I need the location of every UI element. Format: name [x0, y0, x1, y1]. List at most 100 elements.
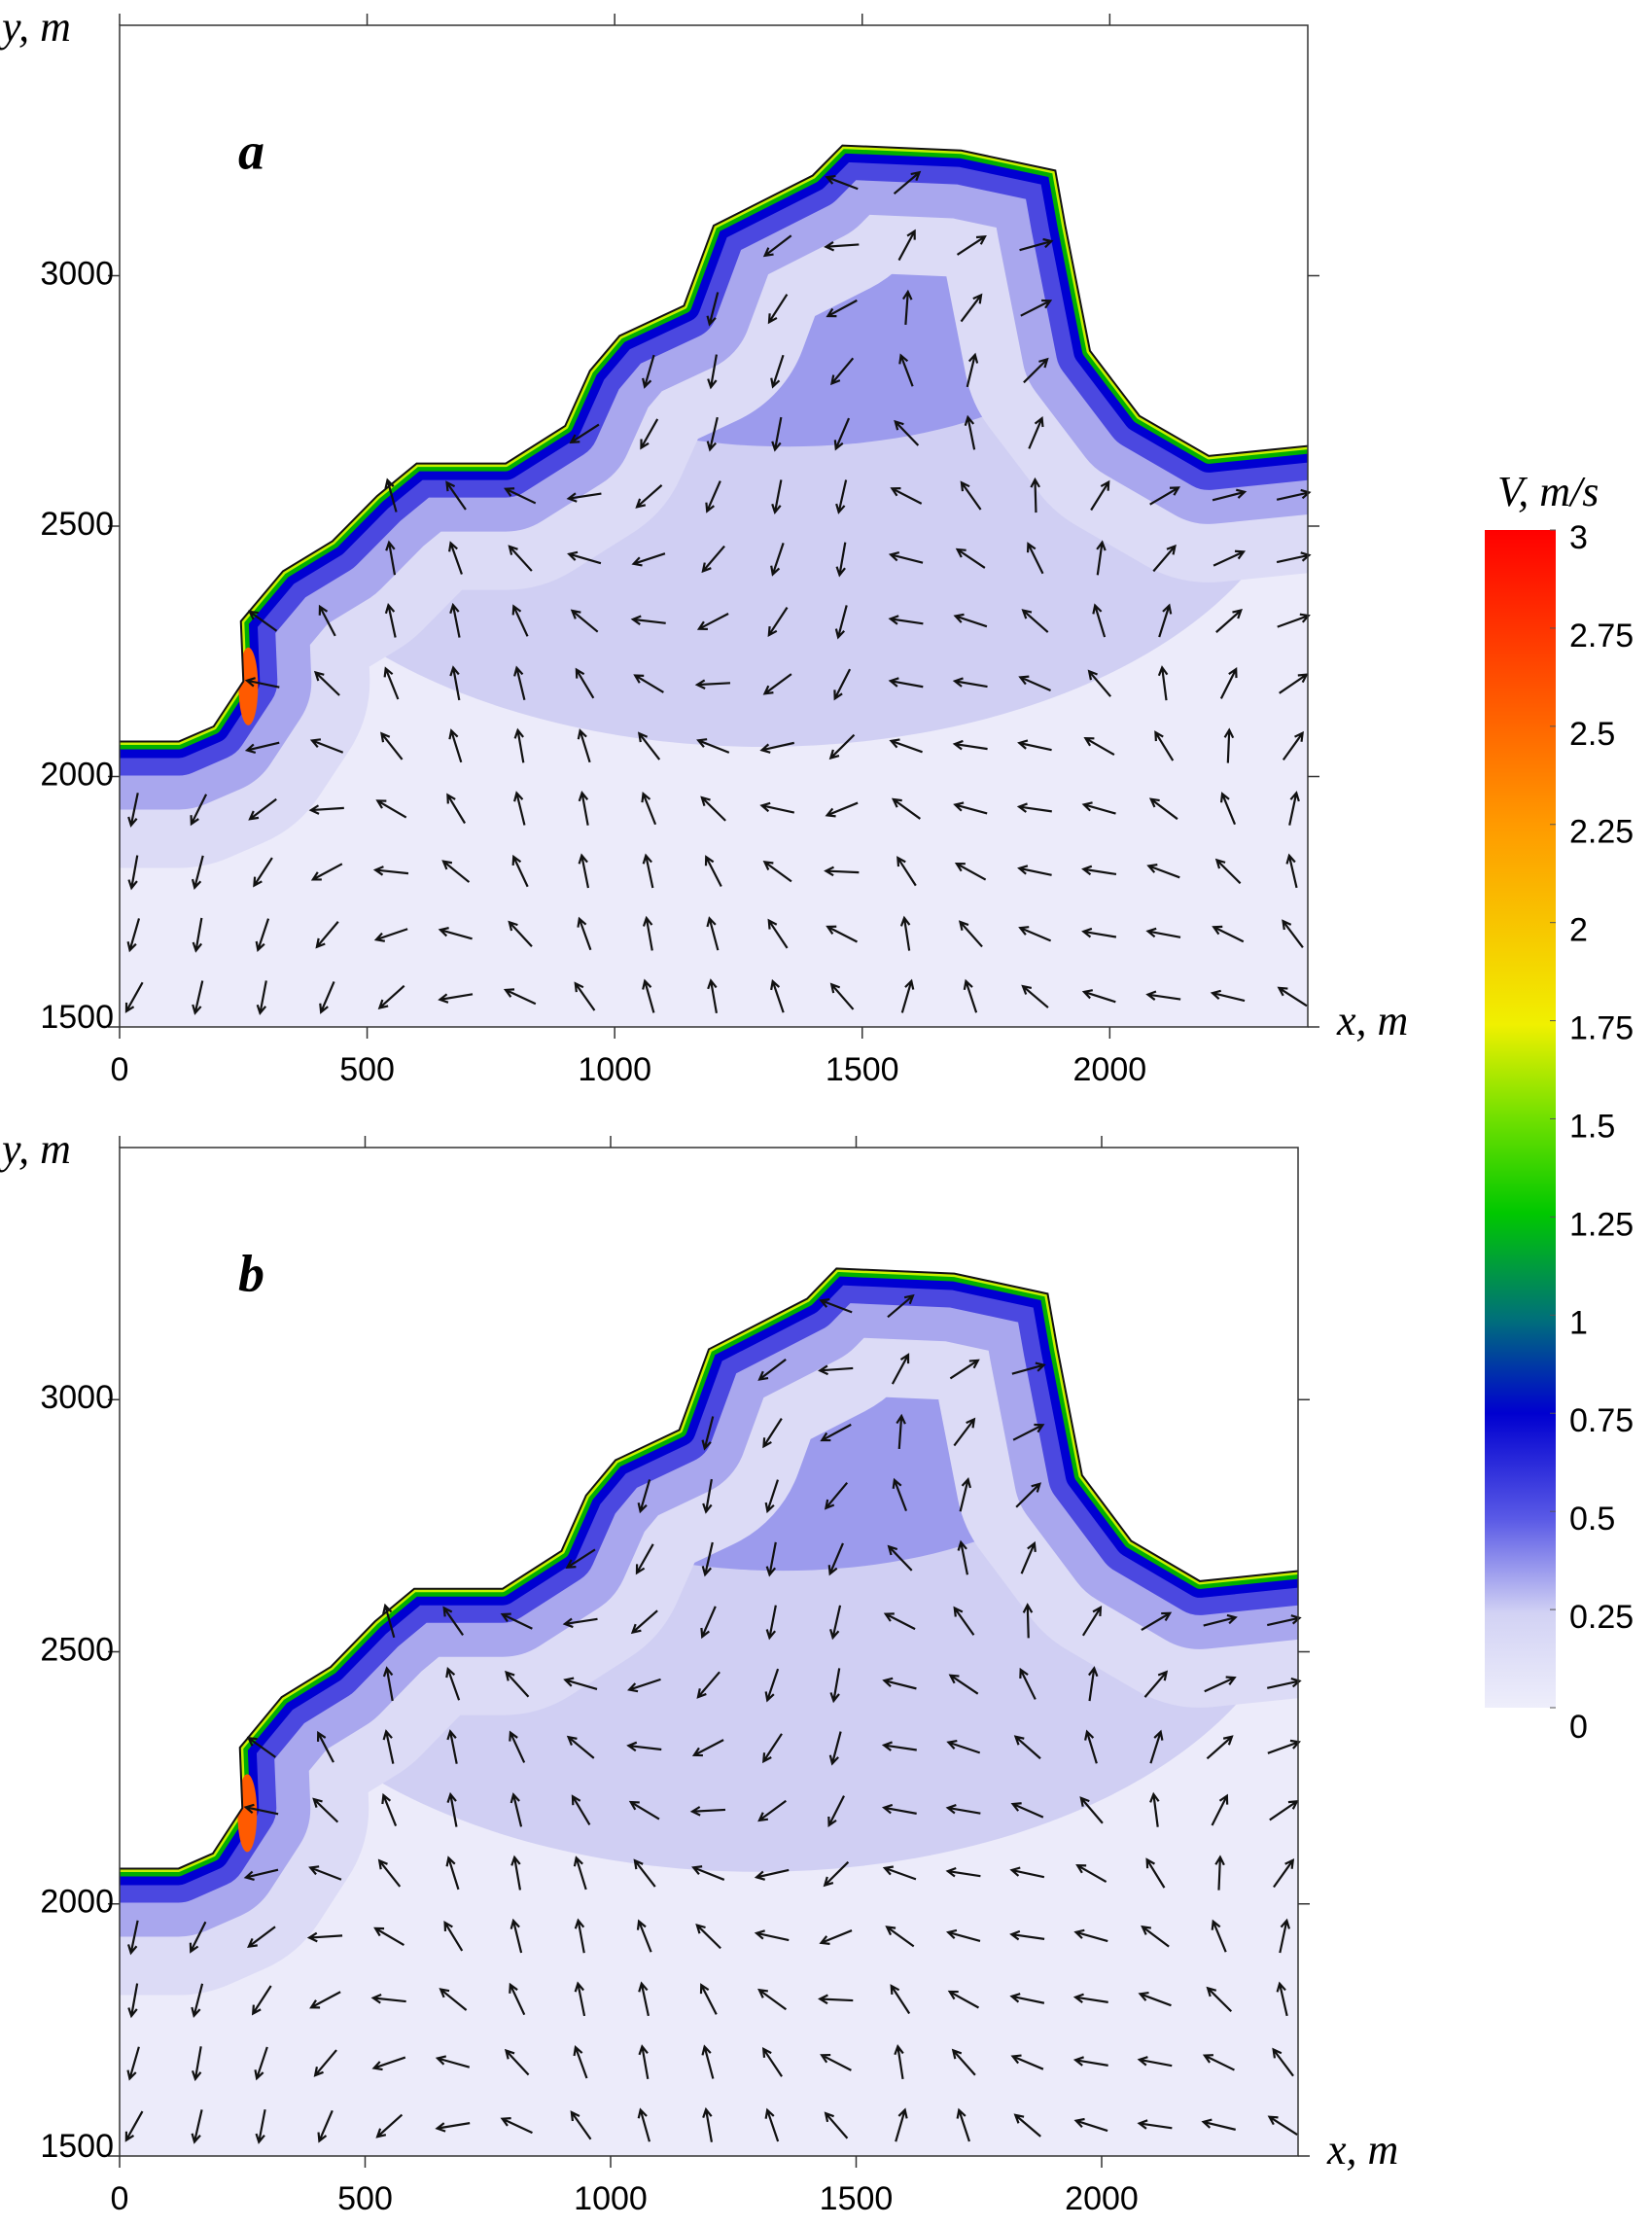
- arrow: [945, 1803, 981, 1815]
- arrow: [370, 1994, 406, 2004]
- arrow: [952, 677, 988, 689]
- x-tick-label: 500: [337, 2180, 393, 2217]
- arrow: [313, 2049, 337, 2077]
- arrow: [1143, 1670, 1169, 1698]
- arrow: [569, 423, 600, 444]
- arrow: [566, 1735, 595, 1759]
- arrow: [637, 2107, 651, 2142]
- arrow: [445, 1667, 461, 1701]
- arrow: [945, 1928, 981, 1942]
- colorbar-tick-label: 0.75: [1569, 1402, 1634, 1439]
- arrow: [1073, 1928, 1108, 1943]
- arrow: [762, 1418, 783, 1449]
- arrow: [828, 733, 856, 760]
- arrow: [827, 1795, 845, 1828]
- arrow: [1021, 609, 1049, 633]
- arrow: [896, 1413, 906, 1449]
- arrow: [956, 2107, 970, 2142]
- arrow: [1149, 1791, 1160, 1827]
- arrow: [1079, 1796, 1104, 1824]
- arrow: [1219, 667, 1238, 699]
- y-tick-label: 2000: [40, 1884, 114, 1921]
- arrow: [1141, 1611, 1173, 1631]
- arrow: [1023, 357, 1049, 384]
- arrow: [771, 416, 783, 452]
- arrow: [377, 984, 405, 1009]
- arrow: [1282, 730, 1304, 761]
- arrow: [565, 1548, 596, 1570]
- field: [120, 1268, 1298, 2156]
- arrow: [1028, 415, 1044, 449]
- arrow: [826, 299, 858, 318]
- x-axis-label: x, m: [1326, 2126, 1398, 2174]
- arrow: [371, 2056, 406, 2071]
- colorbar-tick-label: 2.75: [1569, 618, 1634, 654]
- arrow: [445, 480, 467, 511]
- arrow: [448, 541, 463, 575]
- arrow: [890, 487, 923, 505]
- arrow: [1009, 1929, 1045, 1941]
- arrow: [372, 866, 409, 876]
- arrow: [762, 860, 792, 883]
- arrow: [1022, 1603, 1034, 1639]
- arrow: [127, 1920, 139, 1956]
- arrow: [826, 925, 859, 943]
- x-tick-label: 1000: [578, 1051, 651, 1088]
- arrow: [373, 928, 408, 942]
- arrow: [824, 1482, 849, 1510]
- arrow: [1276, 488, 1312, 501]
- arrow: [1267, 1677, 1302, 1689]
- arrow: [1084, 1729, 1098, 1764]
- panel-label: b: [238, 1244, 264, 1302]
- arrow: [253, 857, 273, 888]
- colorbar: [1485, 530, 1556, 1708]
- arrow: [192, 980, 204, 1015]
- arrow: [754, 1868, 790, 1881]
- colorbar-tick-label: 2.5: [1569, 716, 1615, 753]
- arrow: [1072, 2056, 1108, 2067]
- arrow: [385, 540, 397, 576]
- arrow: [691, 1865, 725, 1881]
- arrow: [375, 2113, 404, 2139]
- arrow: [704, 855, 722, 887]
- arrow: [1026, 542, 1044, 575]
- arrow: [1012, 1423, 1045, 1441]
- arrow: [384, 602, 397, 638]
- arrow: [829, 982, 855, 1010]
- arrow: [828, 1731, 842, 1766]
- arrow: [705, 480, 721, 513]
- colorbar-tick-label: 2: [1569, 912, 1588, 949]
- arrow: [762, 1733, 783, 1764]
- arrow: [1149, 1729, 1164, 1764]
- arrow: [767, 607, 789, 637]
- arrow: [1267, 2115, 1298, 2136]
- arrow: [255, 2108, 266, 2144]
- arrow: [706, 916, 720, 951]
- arrow: [511, 854, 529, 888]
- arrow: [820, 1423, 852, 1442]
- arrow: [882, 1677, 917, 1690]
- arrow: [1081, 1606, 1103, 1637]
- arrow: [1276, 551, 1312, 564]
- arrow: [819, 1929, 853, 1945]
- arrow: [899, 915, 911, 951]
- arrow: [818, 1364, 854, 1376]
- arrow: [892, 1477, 908, 1512]
- arrow: [1081, 865, 1117, 876]
- arrow: [441, 860, 471, 883]
- arrow: [256, 980, 267, 1016]
- arrow: [627, 1678, 661, 1693]
- arrow: [446, 1729, 458, 1764]
- arrow: [124, 2110, 144, 2142]
- arrow: [1018, 675, 1051, 692]
- arrow: [894, 419, 920, 446]
- arrow: [945, 1866, 981, 1878]
- arrow: [889, 738, 923, 754]
- arrow: [757, 1358, 787, 1381]
- arrow: [1213, 549, 1247, 567]
- arrow: [247, 610, 278, 632]
- arrow: [633, 1858, 656, 1888]
- arrow: [1009, 1866, 1045, 1879]
- y-tick-label: 3000: [40, 1379, 114, 1416]
